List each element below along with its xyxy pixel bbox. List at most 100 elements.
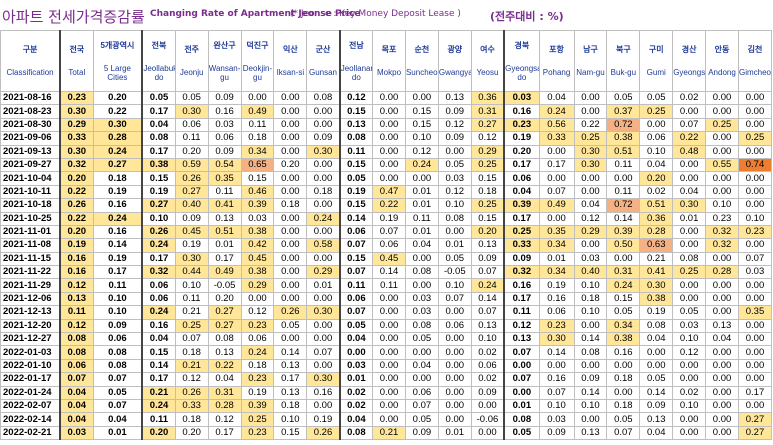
value-cell: 0.09 xyxy=(207,144,242,159)
value-cell: 0.00 xyxy=(372,104,406,119)
value-cell: 0.04 xyxy=(404,238,439,253)
value-cell: 0.00 xyxy=(573,171,608,186)
value-cell: 0.30 xyxy=(573,157,608,173)
value-cell: 0.44 xyxy=(174,265,209,280)
value-cell: 0.00 xyxy=(372,131,406,146)
value-cell: 0.00 xyxy=(705,345,739,360)
value-cell: 0.00 xyxy=(705,372,739,387)
value-cell: 0.22 xyxy=(59,211,94,226)
value-cell: 0.00 xyxy=(672,238,707,253)
value-cell: 0.14 xyxy=(538,345,575,360)
value-cell: 0.00 xyxy=(372,157,406,173)
value-cell: 0.20 xyxy=(59,224,94,240)
value-cell: 0.58 xyxy=(306,238,341,253)
value-cell: 0.22 xyxy=(207,358,242,374)
value-cell: 0.00 xyxy=(372,345,406,360)
value-cell: 0.20 xyxy=(207,291,242,307)
value-cell: 0.13 xyxy=(273,358,308,374)
value-cell: 0.24 xyxy=(306,211,341,226)
value-cell: 0.00 xyxy=(372,291,406,307)
value-cell: 0.00 xyxy=(404,171,439,186)
value-cell: 0.17 xyxy=(503,211,540,226)
value-cell: 0.20 xyxy=(59,171,94,186)
value-cell: 0.10 xyxy=(174,278,209,293)
value-cell: 0.04 xyxy=(538,90,575,106)
value-cell: 0.01 xyxy=(338,372,374,387)
value-cell: 0.10 xyxy=(639,144,674,159)
col-header-en: Jeollanam-do xyxy=(340,63,372,82)
col-header-ko: 5개광역시 xyxy=(100,40,135,50)
value-cell: 0.17 xyxy=(207,251,242,267)
value-cell: 0.24 xyxy=(92,144,143,159)
value-cell: 0.07 xyxy=(338,305,374,320)
value-cell: 0.03 xyxy=(437,171,472,186)
table-row: 2021-12-13 0.11 0.10 0.24 0.21 0.27 0.12 0.26 0.… xyxy=(0,305,773,320)
value-cell: 0.30 xyxy=(59,144,94,159)
value-cell: 0.11 xyxy=(606,184,641,200)
value-cell: 0.33 xyxy=(59,131,94,146)
value-cell: 0.21 xyxy=(639,251,674,267)
value-cell: 0.07 xyxy=(737,251,773,267)
value-cell: 0.01 xyxy=(92,425,143,441)
value-cell: 0.27 xyxy=(141,198,176,213)
value-cell: 0.29 xyxy=(240,278,275,293)
value-cell: 0.00 xyxy=(404,278,439,293)
value-cell: 0.16 xyxy=(92,224,143,240)
row-date: 2021-12-27 xyxy=(0,332,61,347)
col-header-en: Suncheon xyxy=(405,68,438,77)
value-cell: 0.26 xyxy=(174,385,209,400)
value-cell: 0.09 xyxy=(404,425,439,441)
value-cell: 0.25 xyxy=(737,131,773,146)
value-cell: 0.07 xyxy=(538,385,575,400)
value-cell: 0.13 xyxy=(503,332,540,347)
value-cell: 0.07 xyxy=(338,265,374,280)
row-date: 2022-02-14 xyxy=(0,412,61,427)
value-cell: 0.00 xyxy=(437,385,472,400)
value-cell: 0.00 xyxy=(404,372,439,387)
value-cell: 0.04 xyxy=(207,372,242,387)
value-cell: 0.00 xyxy=(273,90,308,106)
value-cell: 0.07 xyxy=(174,332,209,347)
value-cell: 0.00 xyxy=(606,385,641,400)
row-date: 2021-08-23 xyxy=(0,104,61,119)
value-cell: 0.51 xyxy=(606,144,641,159)
value-cell: 0.17 xyxy=(141,251,176,267)
col-header-ko: 포항 xyxy=(549,45,564,54)
value-cell: 0.17 xyxy=(538,157,575,173)
value-cell: 0.11 xyxy=(240,117,275,133)
value-cell: 0.24 xyxy=(606,278,641,293)
value-cell: 0.09 xyxy=(92,318,143,334)
value-cell: 0.00 xyxy=(672,157,707,173)
row-date: 2022-01-17 xyxy=(0,372,61,387)
value-cell: 0.19 xyxy=(372,211,406,226)
value-cell: 0.08 xyxy=(503,412,540,427)
value-cell: 0.17 xyxy=(141,372,176,387)
table-row: 2021-08-16 0.23 0.20 0.05 0.05 0.09 0.00 0.00 0.… xyxy=(0,90,773,106)
value-cell: 0.12 xyxy=(338,90,374,106)
col-header-en: Pohang xyxy=(542,68,571,77)
col-header-ko: 경산 xyxy=(681,45,697,54)
value-cell: 0.06 xyxy=(174,117,209,133)
header-row: 구분 Classification 전국 Total 5개광역시 5 Large Citi… xyxy=(0,30,773,92)
value-cell: 0.20 xyxy=(639,171,674,186)
value-cell: 0.17 xyxy=(141,144,176,159)
col-header-ko: 북구 xyxy=(615,45,631,54)
value-cell: 0.08 xyxy=(141,131,176,146)
value-cell: 0.14 xyxy=(372,265,406,280)
value-cell: 0.04 xyxy=(338,332,374,347)
value-cell: 0.50 xyxy=(606,238,641,253)
value-cell: 0.05 xyxy=(606,90,641,106)
value-cell: 0.13 xyxy=(705,318,739,334)
value-cell: 0.10 xyxy=(141,211,176,226)
value-cell: 0.59 xyxy=(174,157,209,173)
value-cell: 0.33 xyxy=(174,398,209,414)
value-cell: 0.19 xyxy=(174,238,209,253)
value-cell: 0.41 xyxy=(207,198,242,213)
value-cell: 0.18 xyxy=(174,412,209,427)
table-row: 2021-08-23 0.30 0.22 0.17 0.30 0.16 0.49 0.00 0.… xyxy=(0,104,773,119)
table-body: 2021-08-16 0.23 0.20 0.05 0.05 0.09 0.00 0.00 0.… xyxy=(0,90,773,441)
value-cell: 0.01 xyxy=(306,278,341,293)
col-header-ko: 덕진구 xyxy=(246,40,269,50)
value-cell: 0.12 xyxy=(404,144,439,159)
value-cell: 0.38 xyxy=(606,332,641,347)
